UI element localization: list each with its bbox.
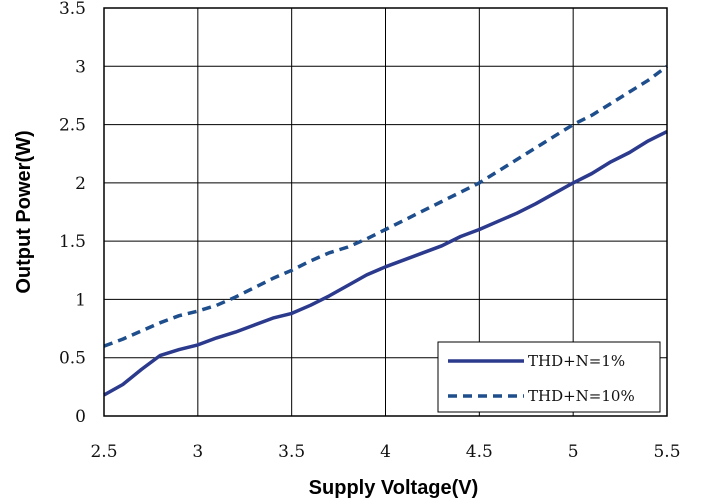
- y-tick-label: 0: [75, 407, 86, 427]
- y-tick-label: 3.5: [59, 0, 86, 19]
- x-axis-title: Supply Voltage(V): [309, 477, 479, 499]
- grid-lines: [103, 7, 668, 417]
- y-tick-label: 1.5: [59, 232, 86, 252]
- x-tick-label: 2.5: [90, 442, 117, 462]
- y-tick-label: 1: [75, 290, 86, 310]
- x-tick-label: 3.5: [278, 442, 305, 462]
- legend-label-thd-10: THD+N=10%: [528, 387, 635, 405]
- y-tick-label: 0.5: [59, 349, 86, 369]
- y-tick-label: 2.5: [59, 116, 86, 136]
- series-line-thd-1: [103, 130, 668, 397]
- x-tick-label: 3: [192, 442, 203, 462]
- y-tick-label: 2: [75, 174, 86, 194]
- tick-labels: 2.5 3 3.5 4 4.5 5 5.5 0 0.5 1 1.5 2 2.5 3 3.5: [59, 0, 681, 462]
- plot-area-frame: [103, 7, 668, 417]
- x-tick-label: 4.5: [466, 442, 493, 462]
- y-axis-title: Output Power(W): [13, 130, 35, 293]
- x-tick-label: 5: [568, 442, 579, 462]
- x-tick-label: 4: [380, 442, 391, 462]
- y-tick-label: 3: [75, 57, 86, 77]
- data-series: [103, 64, 669, 397]
- legend: THD+N=1% THD+N=10%: [437, 341, 661, 413]
- series-line-thd-10: [103, 64, 669, 348]
- x-tick-label: 5.5: [653, 442, 680, 462]
- legend-box: [437, 341, 661, 413]
- legend-label-thd-1: THD+N=1%: [528, 352, 625, 370]
